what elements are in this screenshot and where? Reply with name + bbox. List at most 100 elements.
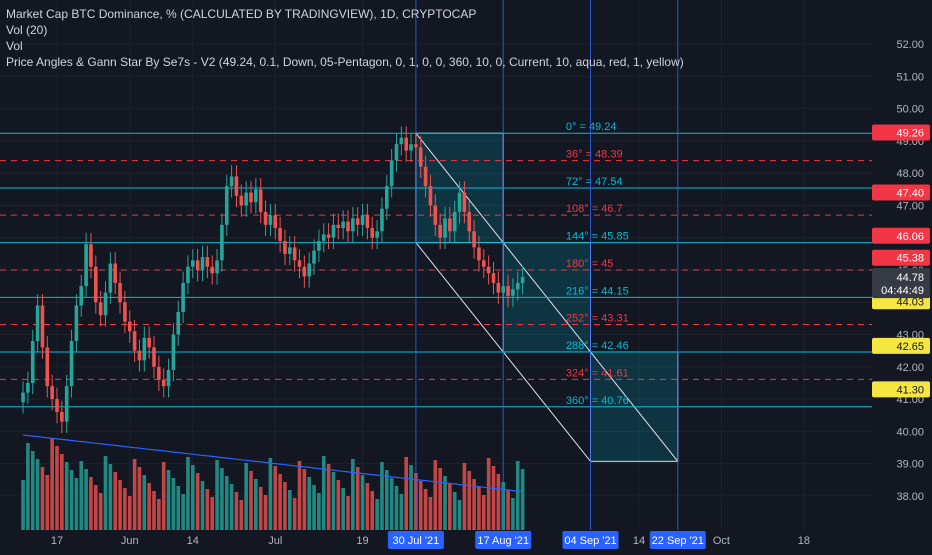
price-tick-label: 48.00 [896,168,924,180]
candlesticks [21,126,525,433]
candle-body [273,215,278,229]
volume-bar [210,497,214,530]
candle-body [317,240,321,251]
candle-body [224,186,229,225]
time-tick-label: 14 [633,535,645,547]
volume-bar [98,493,103,530]
candle-body [486,266,491,274]
price-tick-label: 50.00 [896,104,924,116]
candle-body [220,224,224,261]
volume-bar [224,476,229,530]
volume-bar [365,483,370,530]
volume-ma-title[interactable]: Vol [6,39,23,53]
candle-body [365,215,370,229]
volume-bar [385,470,389,530]
volume-bar [200,481,205,530]
candle-body [113,263,117,283]
volume-bar [103,456,108,530]
volume-bar [69,470,74,530]
volume-bar [268,458,273,530]
candle-body [418,147,423,167]
price-line-value: 41.30 [896,384,924,396]
candle-body [341,221,345,229]
candle-body [123,302,127,322]
candle-body [200,257,205,270]
volume-bar [370,491,375,530]
candle-body [477,247,481,261]
candle-body [69,340,74,387]
price-axis: 38.0039.0040.0041.0042.0043.0044.0045.00… [872,0,932,530]
candle-body [292,247,297,261]
volume-bar [355,467,360,530]
volume-bar [433,460,438,530]
chart-legend: Market Cap BTC Dominance, % (CALCULATED … [6,6,684,70]
price-line-tag [872,227,930,244]
volume-bar [462,463,467,530]
volume-bar [457,500,462,530]
volume-bar [123,488,127,530]
volume-bar [321,456,326,530]
price-tick-label: 39.00 [896,459,924,471]
candle-body [215,260,219,274]
volume-bar [113,472,117,530]
price-line-value: 44.03 [896,296,924,308]
candle-body [40,305,45,348]
volume-bar [438,468,442,530]
date-marker-tag [475,531,532,549]
volume-bar [515,461,520,530]
volume-bar [511,498,515,530]
gann-level-label: 252° = 43.31 [566,313,629,325]
candle-body [452,211,457,232]
candle-body [263,211,268,225]
volume-bar [336,480,341,530]
time-tick-label: 14 [187,535,199,547]
candle-body [307,263,311,277]
main-series-title[interactable]: Market Cap BTC Dominance, % (CALCULATED … [6,7,477,21]
price-line-value: 46.06 [896,231,924,243]
candle-body [268,215,273,225]
candle-body [346,221,350,232]
volume-bar [127,496,132,530]
volume-bar [137,467,142,530]
volume-bar [132,459,137,530]
volume-bar [399,494,404,530]
candle-body [84,244,88,287]
gann-level-label: 108° = 46.7 [566,203,623,215]
time-tick-label: 17 [51,535,63,547]
candle-body [234,176,239,196]
candle-body [520,277,525,283]
candle-body [399,137,404,145]
volume-bar [409,465,413,530]
volume-bar [448,484,452,530]
volume-bar [307,477,311,530]
candle-body [380,208,384,232]
candle-body [79,286,84,306]
candle-body [50,386,54,400]
date-marker-tag [562,531,619,549]
volume-bar [496,474,501,530]
volume-bar [486,458,491,530]
volume-bar [195,473,200,530]
volume-bar [326,464,331,530]
candle-body [472,231,476,248]
gann-indicator-title[interactable]: Price Angles & Gann Star By Se7s - V2 (4… [6,55,684,69]
candle-body [433,205,438,225]
candle-body [326,234,331,238]
gann-level-label: 360° = 40.76 [566,395,629,407]
volume-bar [346,496,350,530]
price-line-tag [872,381,930,398]
price-tick-label: 42.00 [896,362,924,374]
candle-body [331,224,336,238]
candle-body [467,211,472,232]
candle-body [132,331,137,351]
volume-indicator-title[interactable]: Vol (20) [6,23,48,37]
volume-bar [482,495,486,530]
candle-body [501,286,505,293]
volume-bar [220,468,224,530]
volume-bar [64,462,69,530]
candle-body [254,189,258,203]
gann-level-label: 36° = 48.39 [566,149,623,161]
